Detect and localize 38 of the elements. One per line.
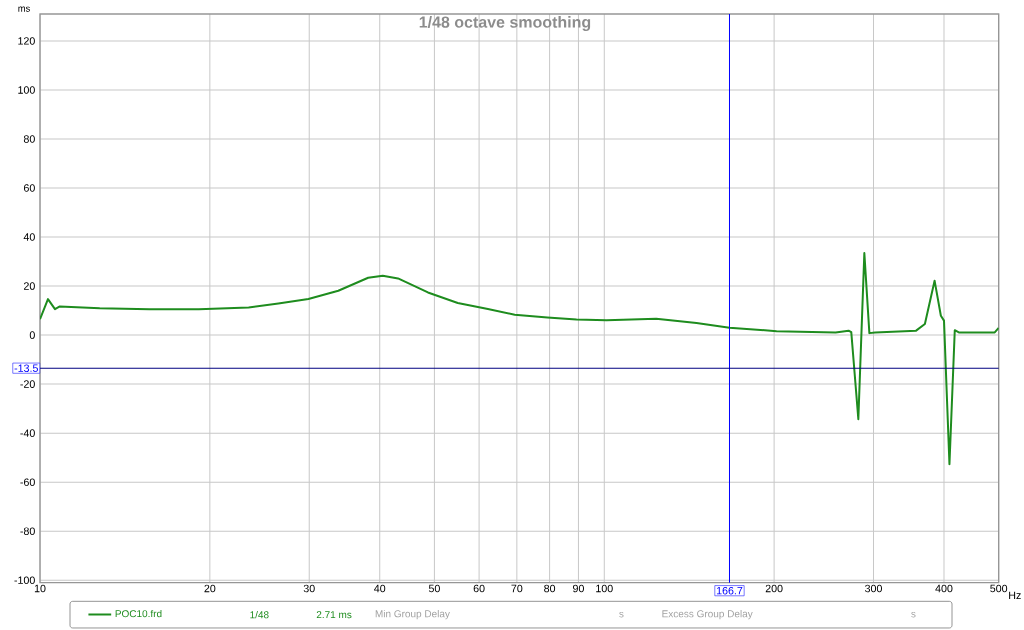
y-tick-label: 40 xyxy=(23,233,35,241)
text: Excess Group Delay xyxy=(662,610,753,620)
y-tick-label: -20 xyxy=(20,380,35,388)
x-tick-label: 200 xyxy=(765,584,783,593)
y-tick-label: -100 xyxy=(14,576,35,584)
y-tick-label: 120 xyxy=(18,37,35,45)
y-tick-label: 80 xyxy=(23,135,35,143)
text: Min Group Delay xyxy=(375,610,450,620)
y-tick-label: 60 xyxy=(23,184,35,192)
x-tick-label: 80 xyxy=(544,584,556,593)
y-tick-label: -40 xyxy=(20,429,35,437)
text: 2.71 ms xyxy=(316,611,352,619)
x-tick-label: 500 xyxy=(990,584,1008,593)
x-axis-title: Hz xyxy=(1009,591,1021,599)
x-tick-label: 30 xyxy=(303,584,315,593)
x-tick-label: 20 xyxy=(204,584,216,593)
y-tick-label: -60 xyxy=(20,478,35,486)
text: 1/48 xyxy=(250,610,269,619)
x-tick-label: 400 xyxy=(935,584,953,593)
x-tick-label: 100 xyxy=(596,584,613,593)
x-tick-label: 50 xyxy=(428,584,440,593)
ref-line-label: -13.5 xyxy=(14,364,38,372)
legend-label: POC10.frd xyxy=(115,609,162,618)
text: s xyxy=(619,611,624,618)
chart-title: 1/48 octave smoothing xyxy=(419,16,591,32)
ref-line-label: 166.7 xyxy=(716,586,743,595)
x-tick-label: 300 xyxy=(865,584,882,593)
y-tick-label: 0 xyxy=(29,331,35,339)
x-tick-label: 70 xyxy=(511,584,523,593)
y-tick-label: -80 xyxy=(20,527,35,535)
x-tick-label: 90 xyxy=(573,584,584,593)
x-tick-label: 60 xyxy=(473,584,485,593)
y-tick-label: 20 xyxy=(23,282,35,290)
y-axis-title: ms xyxy=(18,6,30,12)
x-tick-label: 10 xyxy=(34,584,46,593)
text: s xyxy=(911,611,916,618)
y-tick-label: 100 xyxy=(18,86,35,94)
x-tick-label: 40 xyxy=(374,584,386,593)
